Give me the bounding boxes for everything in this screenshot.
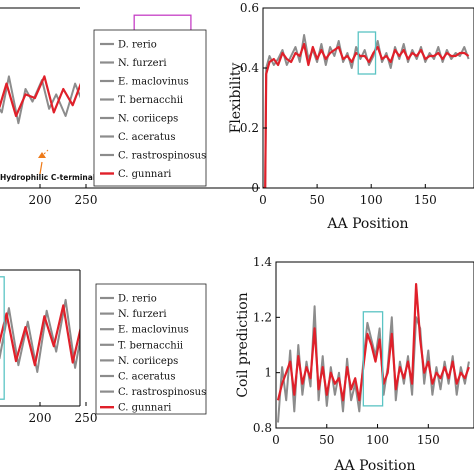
legend-entry: C. rastrospinosus bbox=[118, 151, 206, 162]
legend-entry: D. rerio bbox=[118, 40, 157, 51]
legend-entry: C. aceratus bbox=[118, 132, 175, 143]
panel-bottom-right: 0 50 100 150 0.8 1 1.2 1.4 Coil prediction AA P… bbox=[235, 255, 474, 474]
br-series-line-gray bbox=[277, 305, 470, 423]
bottom-left-series-group bbox=[0, 298, 80, 373]
top-right-axes-frame bbox=[262, 7, 474, 189]
br-xtick-label: 100 bbox=[366, 433, 389, 447]
bl-series-clip bbox=[0, 298, 80, 373]
bottom-left-legend-box bbox=[95, 283, 207, 415]
br-ytick-label: 1.4 bbox=[253, 255, 272, 269]
top-left-legend: D. rerio N. furzeri E. maclovinus T. bernac… bbox=[93, 29, 207, 187]
legend-entry: E. maclovinus bbox=[118, 77, 189, 88]
tr-ytick-label: 0.6 bbox=[240, 1, 259, 15]
bl-xtick-label: 250 bbox=[75, 411, 98, 425]
bl-series-line-c-gunnari bbox=[0, 304, 80, 367]
top-left-legend-items: D. rerio N. furzeri E. maclovinus T. bernac… bbox=[100, 40, 206, 180]
top-right-highlight-box bbox=[357, 31, 377, 75]
br-series-clip bbox=[276, 283, 470, 423]
legend-entry: N. furzeri bbox=[118, 309, 167, 320]
top-right-ticks: 0 50 100 150 0 0.2 0.4 0.6 bbox=[240, 1, 437, 207]
legend-entry: N. coriiceps bbox=[118, 114, 178, 125]
tl-xtick-label: 250 bbox=[75, 193, 98, 207]
br-xtick-label: 150 bbox=[417, 433, 440, 447]
legend-entry: E. maclovinus bbox=[118, 325, 189, 336]
tr-xtick-label: 0 bbox=[259, 193, 267, 207]
tl-xtick-label: 200 bbox=[29, 193, 52, 207]
br-xtick-label: 0 bbox=[272, 433, 280, 447]
tr-series-line-gray bbox=[263, 34, 470, 188]
bottom-right-highlight-box bbox=[362, 311, 384, 407]
tl-series-line-c-gunnari bbox=[0, 75, 80, 118]
bottom-left-legend-items: D. rerio N. furzeri E. maclovinus T. bernac… bbox=[100, 294, 206, 414]
legend-entry: C. gunnari bbox=[118, 403, 171, 414]
legend-entry: T. bernacchii bbox=[118, 95, 183, 106]
tr-ytick-label: 0.2 bbox=[240, 121, 259, 135]
bl-xtick-label: 200 bbox=[29, 411, 52, 425]
panel-bottom-left: 200 250 D. rerio N. furzeri E. maclovinus T.… bbox=[0, 269, 207, 425]
bottom-right-series-group bbox=[276, 283, 470, 423]
bottom-right-ticks: 0 50 100 150 0.8 1 1.2 1.4 bbox=[253, 255, 440, 447]
legend-entry: C. aceratus bbox=[118, 372, 175, 383]
br-xtick-label: 50 bbox=[319, 433, 334, 447]
top-left-annotation-arrow bbox=[39, 161, 43, 175]
tr-xtick-label: 50 bbox=[309, 193, 324, 207]
top-right-ylabel: Flexibility bbox=[228, 63, 244, 134]
top-right-xlabel: AA Position bbox=[326, 216, 408, 232]
br-series-line-c-gunnari bbox=[276, 283, 470, 402]
legend-entry: T. bernacchii bbox=[118, 340, 183, 351]
top-left-series-group bbox=[0, 75, 80, 125]
bottom-left-highlight-box bbox=[0, 276, 5, 400]
tl-series-clip bbox=[0, 75, 80, 125]
br-ytick-label: 0.8 bbox=[253, 421, 272, 435]
top-left-annotation-arrowhead bbox=[38, 152, 46, 158]
tr-xtick-label: 150 bbox=[414, 193, 437, 207]
br-ytick-label: 1 bbox=[264, 366, 272, 380]
top-left-x-ticks: 200 250 bbox=[29, 184, 98, 207]
tl-series-line-gray bbox=[0, 75, 80, 125]
panel-top-right: 0 50 100 150 0 0.2 0.4 0.6 Flexibility AA Posit… bbox=[228, 1, 474, 232]
top-left-legend-box bbox=[93, 29, 207, 187]
tr-series-line-c-gunnari bbox=[263, 42, 470, 188]
legend-entry: C. rastrospinosus bbox=[118, 387, 206, 398]
legend-entry: D. rerio bbox=[118, 294, 157, 305]
bottom-left-legend: D. rerio N. furzeri E. maclovinus T. bernac… bbox=[95, 283, 207, 415]
bottom-right-ylabel: Coil prediction bbox=[235, 292, 251, 397]
tr-ytick-label: 0 bbox=[251, 181, 259, 195]
top-right-series-group bbox=[263, 34, 470, 188]
top-left-annotation-text: Hydrophilic C-terminal bbox=[0, 173, 95, 182]
br-ytick-label: 1.2 bbox=[253, 310, 272, 324]
tr-xtick-label: 100 bbox=[360, 193, 383, 207]
panel-top-left: 200 250 Hydrophilic C-terminal D. rerio N.… bbox=[0, 7, 260, 207]
legend-entry: N. coriiceps bbox=[118, 356, 178, 367]
bottom-right-axes-frame bbox=[275, 261, 474, 429]
tr-ytick-label: 0.4 bbox=[240, 61, 259, 75]
tr-series-clip bbox=[263, 34, 470, 188]
bl-series-line-gray bbox=[0, 298, 80, 373]
legend-entry: N. furzeri bbox=[118, 58, 167, 69]
bottom-right-xlabel: AA Position bbox=[333, 458, 415, 474]
legend-entry: C. gunnari bbox=[118, 169, 171, 180]
top-left-annotation-leader bbox=[43, 149, 49, 155]
bottom-left-x-ticks: 200 250 bbox=[29, 402, 98, 425]
